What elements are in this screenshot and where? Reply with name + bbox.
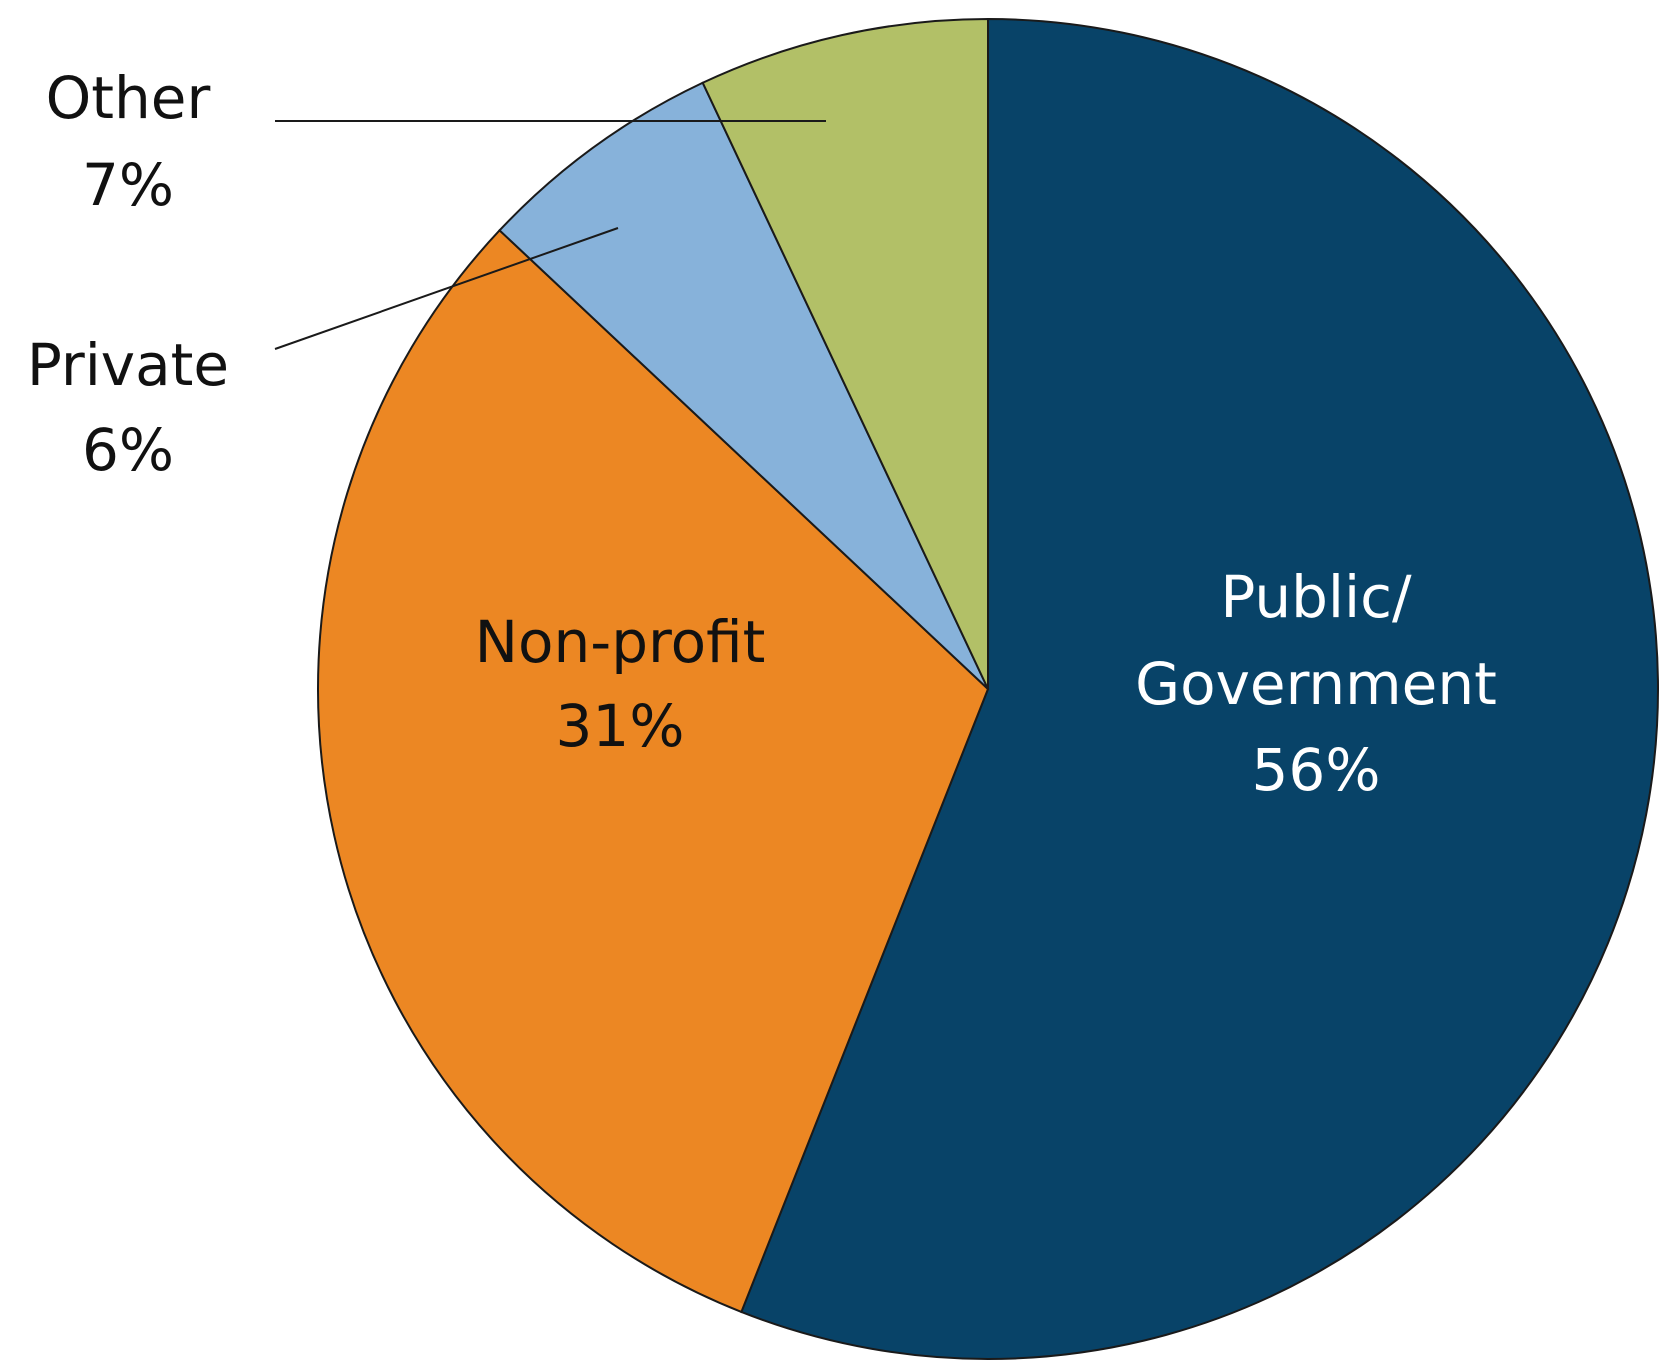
slice-value-non-profit: 31% bbox=[556, 692, 685, 760]
slice-value-private: 6% bbox=[82, 416, 174, 484]
pie-slice-other bbox=[701, 17, 989, 690]
slice-label-other: Other bbox=[46, 64, 211, 132]
slice-value-other: 7% bbox=[82, 151, 174, 219]
slice-label-public-government: Public/ bbox=[1220, 563, 1412, 631]
slice-value-public-government: 56% bbox=[1252, 736, 1381, 804]
pie-slice-non-profit bbox=[317, 228, 990, 1314]
slice-label-non-profit: Non-profit bbox=[475, 608, 766, 676]
leader-lines bbox=[274, 120, 826, 350]
pie-slice-private bbox=[498, 81, 989, 690]
slice-label-public-line1: Public/ bbox=[1220, 563, 1412, 631]
slice-label-private: Private bbox=[27, 331, 229, 399]
pie-slice-public-government bbox=[740, 17, 1660, 1360]
leader-line-private bbox=[274, 227, 619, 350]
pie-slices bbox=[317, 17, 1660, 1360]
slice-label-public-line2: Government bbox=[1135, 650, 1497, 718]
